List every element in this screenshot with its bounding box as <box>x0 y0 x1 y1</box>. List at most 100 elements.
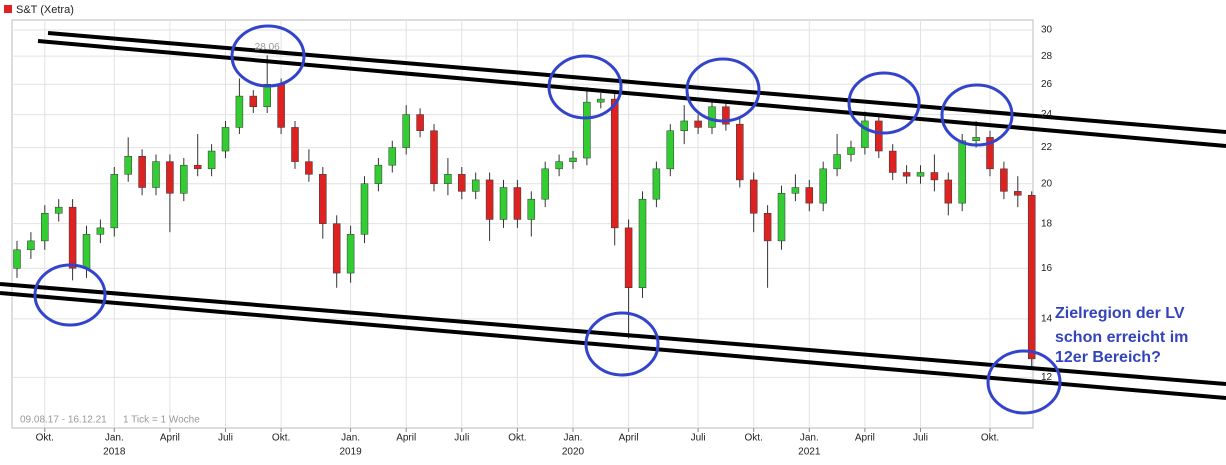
candle-body <box>374 164 383 184</box>
candle-body <box>638 198 647 289</box>
candle-body <box>694 120 702 128</box>
candle-body <box>1000 168 1008 192</box>
candle-body <box>499 187 508 220</box>
x-tick-label: Jan. <box>105 433 124 444</box>
candle-body <box>555 161 563 170</box>
y-tick-label: 30 <box>1041 25 1053 36</box>
candle-body <box>902 172 911 177</box>
candle-body <box>652 168 661 200</box>
candle-body <box>416 114 424 131</box>
circle <box>584 311 660 377</box>
candle-body <box>847 147 855 155</box>
candle-body <box>249 95 258 108</box>
x-tick-label: Okt. <box>981 433 999 444</box>
annotation-line: schon erreicht im <box>1055 329 1188 346</box>
candle-body <box>319 174 327 224</box>
y-tick-label: 12 <box>1041 372 1053 383</box>
tick-note: 1 Tick = 1 Woche <box>123 415 200 426</box>
candle-body <box>805 187 814 204</box>
candle-body <box>666 130 675 170</box>
candles <box>13 55 1036 369</box>
candle-body <box>263 83 271 108</box>
candle-body <box>138 156 146 188</box>
candle-body <box>458 174 466 192</box>
candle-body <box>305 161 313 175</box>
candle-body <box>332 223 341 274</box>
x-year-label: 2019 <box>339 447 362 458</box>
candle-body <box>291 127 299 162</box>
circle <box>847 71 921 135</box>
candle-body <box>708 106 716 128</box>
candle-body <box>1027 195 1036 360</box>
candle-body <box>972 137 980 141</box>
candle-body <box>110 174 119 229</box>
candle-body <box>471 179 480 192</box>
circle <box>685 57 761 123</box>
peak-label: 28.06 <box>255 42 280 53</box>
x-year-label: 2020 <box>562 447 585 458</box>
candle-body <box>444 174 452 184</box>
y-tick-label: 16 <box>1041 263 1053 274</box>
candle-body <box>541 168 549 200</box>
x-tick-label: Juli <box>913 433 928 444</box>
x-tick-label: Juli <box>218 433 233 444</box>
trend-line <box>37 39 1226 148</box>
candle-body <box>221 127 230 152</box>
x-tick-label: Juli <box>454 433 469 444</box>
candle-body <box>207 150 216 170</box>
candle-body <box>722 106 730 125</box>
candle-body <box>624 227 633 289</box>
x-tick-label: April <box>855 433 875 444</box>
candle-body <box>833 154 841 170</box>
x-tick-label: Juli <box>691 433 706 444</box>
candle-body <box>360 183 369 235</box>
y-tick-label: 18 <box>1041 218 1053 229</box>
candle-body <box>166 161 174 194</box>
highlight-circles <box>33 24 1062 415</box>
candle-body <box>527 198 536 220</box>
legend-label: S&T (Xetra) <box>16 4 74 16</box>
circle <box>986 349 1062 415</box>
y-tick-label: 28 <box>1041 51 1053 62</box>
candle-body <box>68 206 77 269</box>
candle-body <box>610 98 619 229</box>
y-tick-label: 24 <box>1041 109 1053 120</box>
candle-body <box>875 120 883 152</box>
candle-body <box>958 140 966 204</box>
candle-body <box>916 172 925 177</box>
candle-body <box>680 120 688 131</box>
circle <box>547 54 623 120</box>
candle-body <box>736 123 744 181</box>
circle <box>33 263 107 327</box>
circle <box>940 83 1014 147</box>
candle-body <box>54 206 63 214</box>
candle-body <box>13 249 21 269</box>
candle-body <box>861 120 869 148</box>
x-tick-label: April <box>619 433 639 444</box>
candle-body <box>777 193 786 242</box>
x-year-label: 2021 <box>798 447 821 458</box>
candle-body <box>791 187 800 194</box>
x-tick-label: Okt. <box>36 433 54 444</box>
candle-body <box>346 234 355 274</box>
trend-lines <box>0 31 1226 400</box>
x-tick-label: April <box>396 433 416 444</box>
candle-body <box>82 234 91 269</box>
x-tick-label: Jan. <box>341 433 360 444</box>
candle-body <box>402 114 410 148</box>
y-tick-label: 26 <box>1041 79 1053 90</box>
x-tick-label: Jan. <box>800 433 819 444</box>
candle-body <box>1014 191 1022 196</box>
candle-body <box>513 187 522 220</box>
candle-body <box>749 179 758 214</box>
y-tick-label: 14 <box>1041 314 1053 325</box>
candle-body <box>986 137 994 170</box>
candle-body <box>944 179 953 204</box>
x-tick-label: Okt. <box>272 433 290 444</box>
candle-body <box>388 147 397 166</box>
candle-body <box>819 168 827 204</box>
x-year-label: 2018 <box>103 447 126 458</box>
trend-line <box>47 31 1226 134</box>
y-tick-label: 22 <box>1041 142 1053 153</box>
